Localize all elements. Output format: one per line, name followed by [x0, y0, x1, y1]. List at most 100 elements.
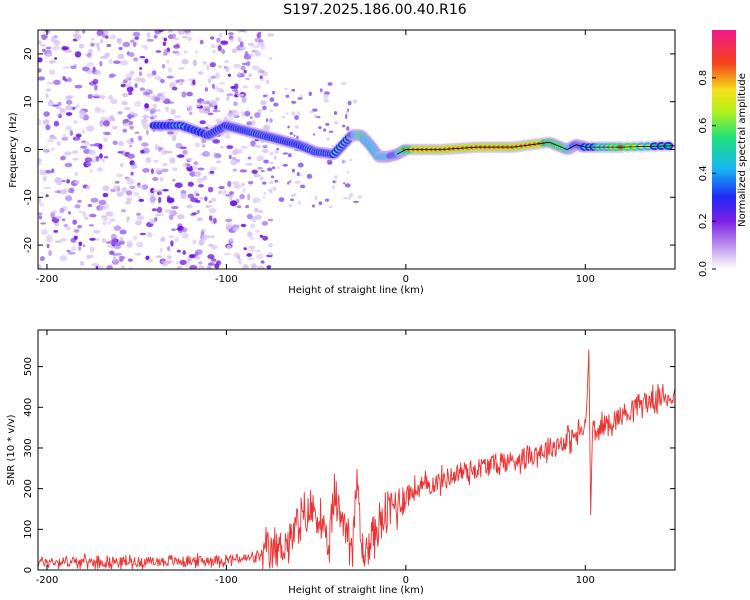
noise-blob [194, 171, 201, 178]
noise-blob [198, 261, 203, 265]
noise-blob [139, 67, 143, 70]
noise-blob [207, 186, 214, 193]
noise-blob [176, 249, 181, 253]
x-tick-label: 0 [403, 575, 409, 586]
noise-blob [170, 240, 174, 247]
noise-blob [38, 212, 43, 216]
x-tick-label: -200 [36, 575, 59, 586]
noise-blob [81, 211, 87, 217]
y-tick-label: 0 [23, 567, 34, 573]
noise-blob [45, 124, 51, 131]
noise-blob [270, 109, 274, 113]
noise-blob [46, 243, 50, 249]
noise-blob [162, 162, 168, 167]
noise-blob [181, 58, 189, 65]
noise-blob [119, 240, 125, 245]
noise-blob [214, 86, 218, 91]
y-tick-label: 200 [23, 479, 34, 498]
noise-blob [39, 169, 48, 176]
snr-y-ticks: 0 100 200 300 400 500 [23, 357, 675, 573]
noise-blob [263, 94, 268, 98]
noise-blob [200, 177, 206, 182]
noise-blob [107, 95, 114, 100]
noise-blob [126, 190, 133, 196]
noise-blob [177, 265, 182, 269]
noise-blob [92, 42, 100, 46]
noise-blob [128, 81, 132, 85]
noise-blob [211, 83, 215, 90]
noise-blob [179, 259, 187, 265]
noise-blob [323, 93, 329, 99]
noise-blob [177, 79, 185, 83]
noise-blob [210, 44, 216, 48]
noise-blob [201, 234, 208, 241]
noise-blob [146, 73, 155, 78]
noise-blob [225, 66, 230, 73]
noise-blob [45, 88, 52, 92]
noise-blob [353, 200, 359, 203]
noise-blob [150, 168, 154, 175]
noise-blob [162, 41, 167, 46]
noise-blob [257, 42, 265, 47]
noise-blob [118, 46, 123, 51]
noise-blob [192, 239, 197, 245]
noise-blob [255, 253, 264, 260]
noise-blob [77, 199, 82, 203]
noise-blob [204, 87, 208, 92]
noise-blob [323, 98, 329, 103]
noise-blob [147, 232, 153, 238]
noise-blob [183, 50, 188, 54]
noise-blob [144, 103, 150, 109]
noise-blob [71, 246, 77, 251]
noise-blob [95, 69, 102, 76]
noise-blob [38, 264, 42, 269]
noise-blob [247, 193, 251, 200]
noise-blob [141, 184, 149, 190]
noise-blob [261, 221, 269, 226]
noise-blob [173, 131, 178, 135]
noise-blob [172, 37, 180, 41]
noise-blob [257, 209, 264, 214]
noise-blob [89, 237, 96, 241]
noise-blob [96, 155, 100, 162]
noise-blob [175, 142, 183, 149]
noise-blob [63, 224, 69, 228]
noise-blob [106, 265, 113, 269]
noise-blob [231, 89, 238, 92]
noise-blob [327, 82, 333, 86]
noise-blob [52, 45, 60, 51]
spectrogram-y-label: Frequency (Hz) [8, 112, 19, 188]
noise-blob [260, 169, 265, 173]
noise-blob [177, 154, 185, 158]
noise-blob [153, 167, 162, 173]
noise-blob [232, 168, 237, 172]
noise-blob [212, 49, 216, 54]
noise-blob [169, 157, 176, 164]
noise-blob [103, 120, 110, 127]
noise-blob [177, 67, 185, 70]
noise-blob [228, 154, 232, 160]
noise-blob [202, 61, 207, 65]
noise-blob [170, 108, 176, 115]
noise-blob [156, 206, 163, 213]
noise-blob [96, 30, 104, 36]
noise-blob [294, 125, 299, 129]
noise-blob [62, 133, 67, 139]
noise-blob [260, 100, 267, 106]
y-tick-label: 10 [23, 95, 34, 108]
noise-blob [179, 82, 184, 86]
colorbar-tick-label: 0.0 [698, 261, 709, 277]
noise-blob [128, 52, 135, 58]
noise-blob [228, 117, 234, 121]
noise-blob [248, 245, 256, 250]
noise-blob [89, 246, 95, 253]
noise-blob [164, 209, 171, 213]
noise-blob [43, 186, 52, 190]
noise-blob [164, 106, 170, 112]
noise-blob [237, 71, 241, 76]
noise-blob [140, 149, 145, 154]
noise-blob [149, 116, 155, 120]
x-tick-label: -100 [215, 274, 238, 285]
noise-blob [64, 151, 72, 156]
noise-blob [236, 30, 243, 33]
